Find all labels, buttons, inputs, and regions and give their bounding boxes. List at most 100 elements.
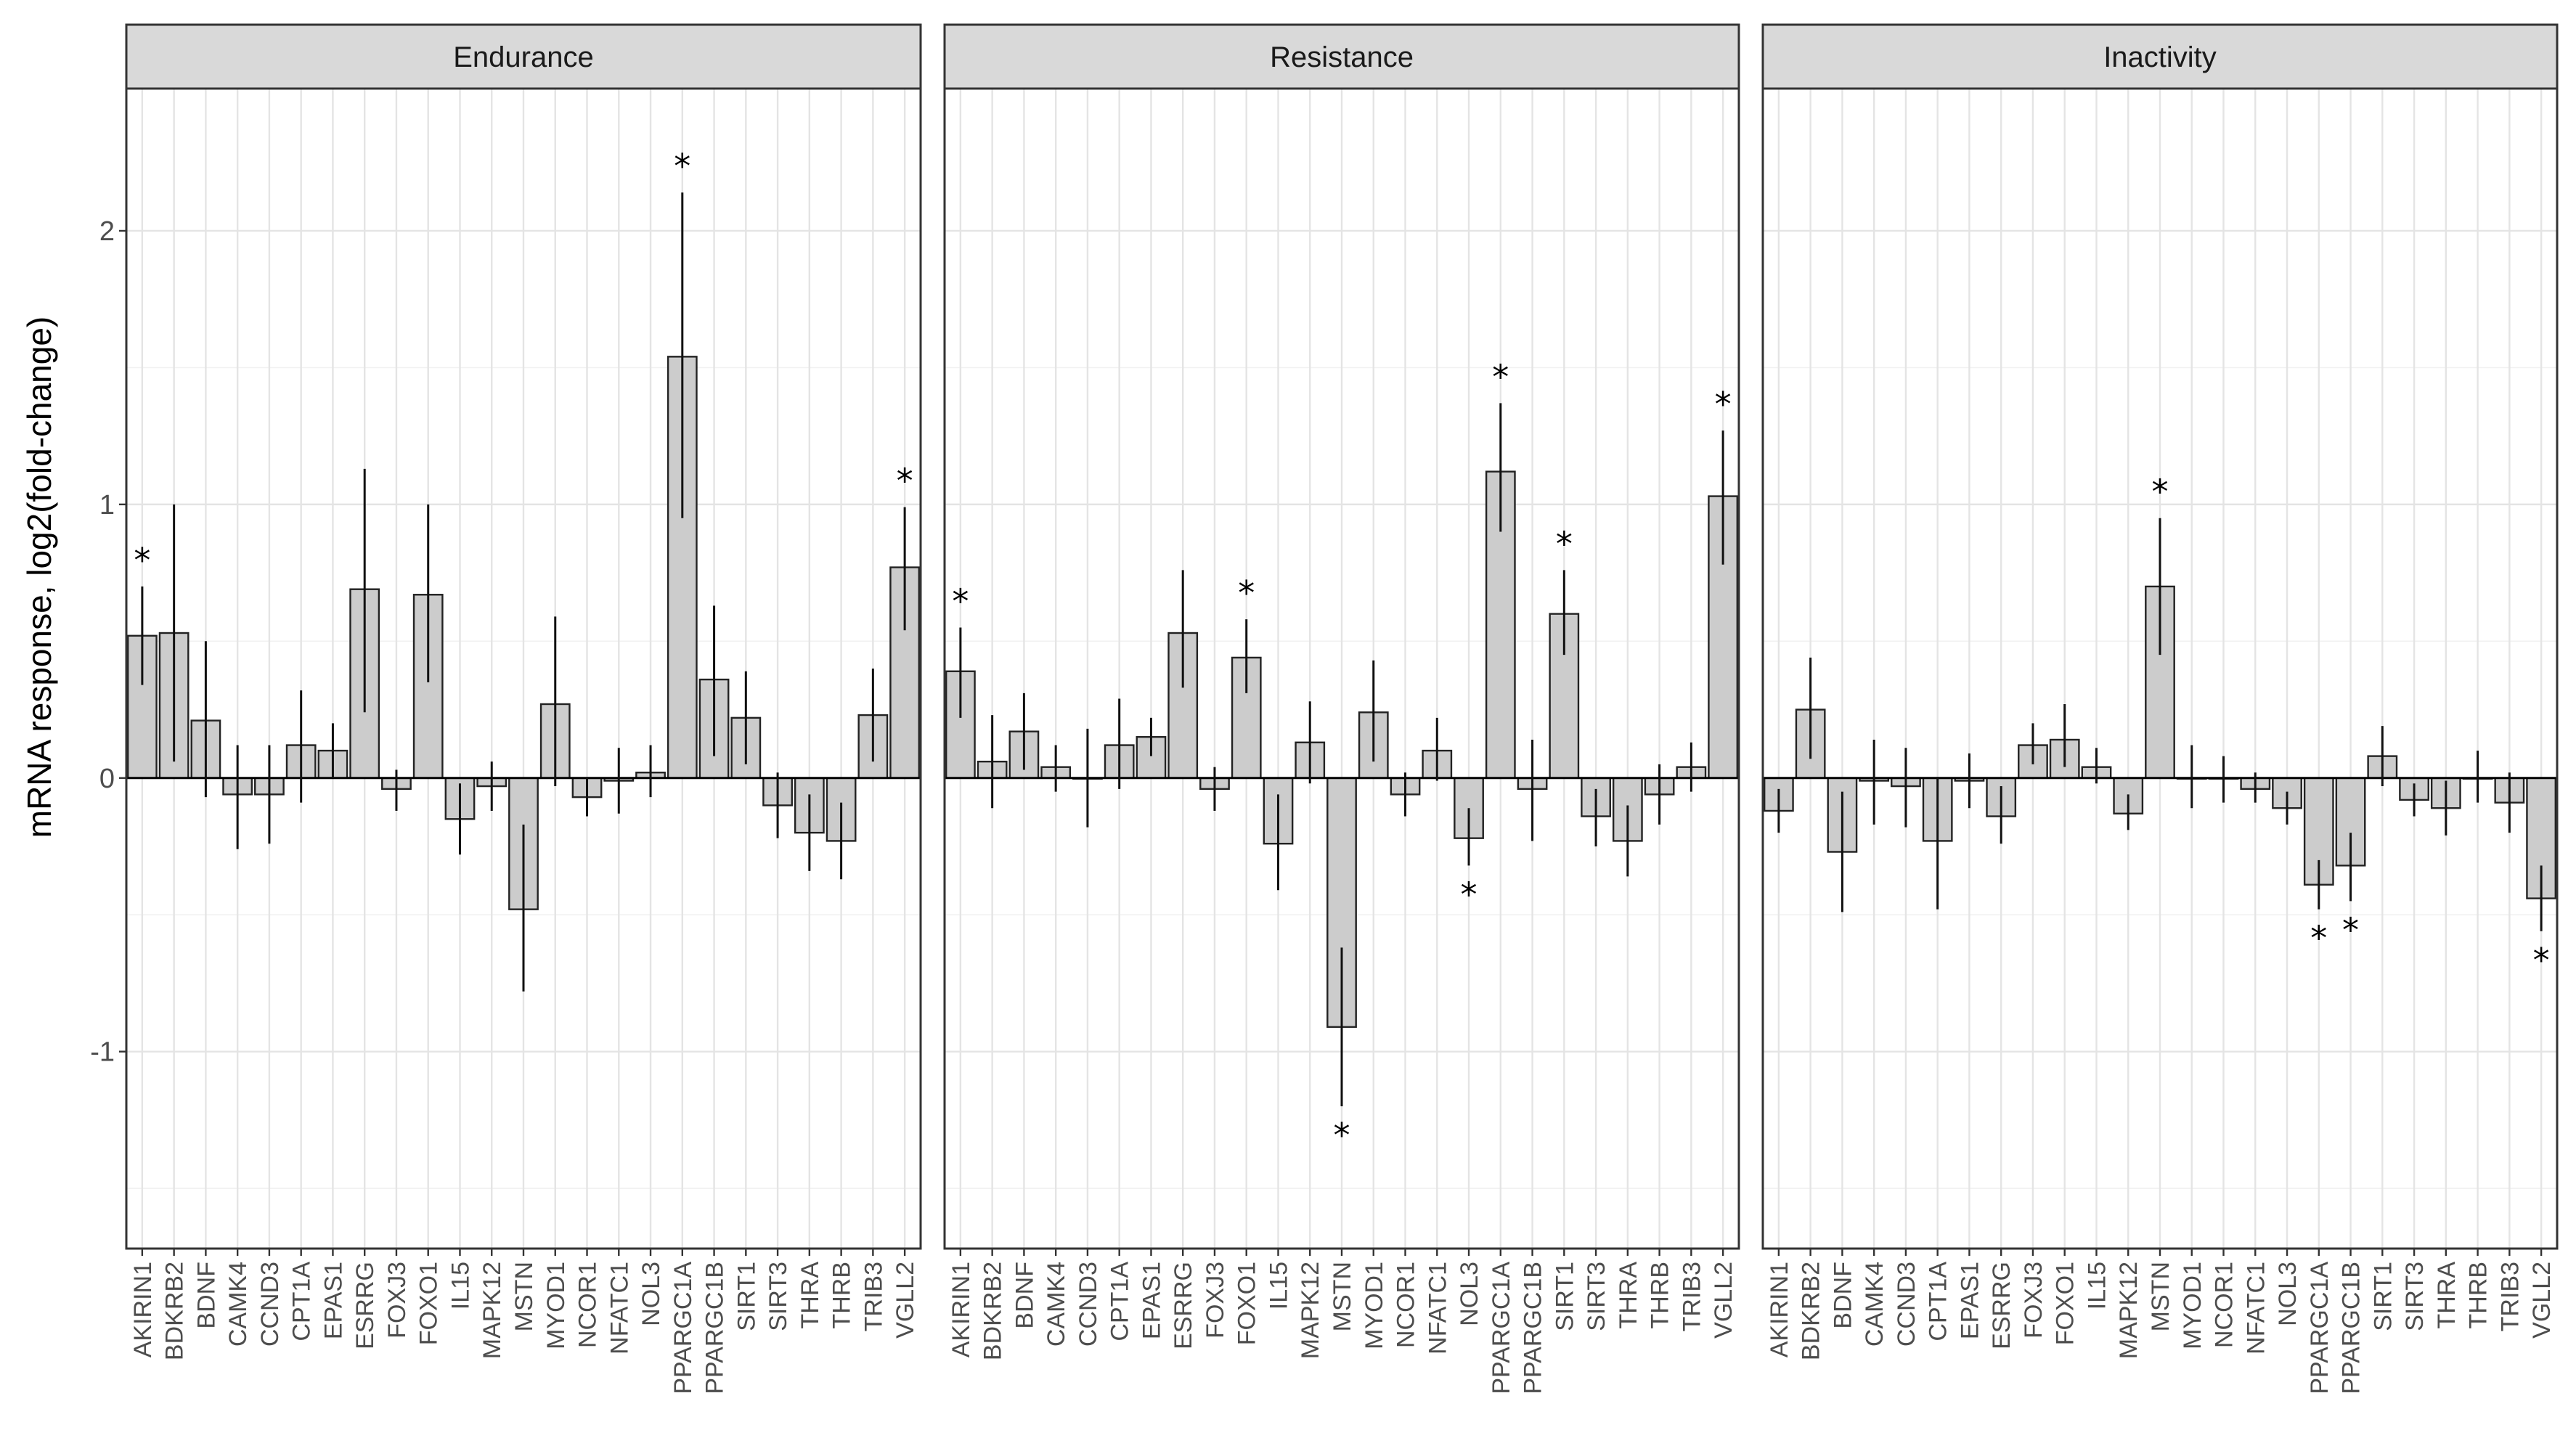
x-tick-label: CCND3 bbox=[1075, 1262, 1102, 1347]
x-tick-label: NCOR1 bbox=[1393, 1262, 1420, 1348]
significance-star-akirin1: * bbox=[952, 581, 969, 621]
x-tick-label: CPT1A bbox=[1106, 1262, 1134, 1341]
x-tick-label: CCND3 bbox=[256, 1262, 284, 1347]
significance-star-foxo1: * bbox=[1238, 573, 1255, 613]
facet-title: Inactivity bbox=[2103, 41, 2217, 73]
panel-endurance: * * * Endurance AKIRIN1 BDKRB2 BDNF CAMK4 CCND3 C… bbox=[90, 23, 922, 1394]
x-tick-label: MAPK12 bbox=[2115, 1262, 2143, 1359]
x-tick-label: CCND3 bbox=[1893, 1262, 1920, 1347]
x-tick-label: NCOR1 bbox=[574, 1262, 602, 1348]
x-tick-label: THRB bbox=[828, 1262, 856, 1329]
x-tick-label: BDNF bbox=[1011, 1262, 1038, 1329]
x-tick-label: SIRT1 bbox=[1551, 1262, 1578, 1331]
x-tick-label: MSTN bbox=[510, 1262, 538, 1331]
facet-strip bbox=[125, 23, 922, 90]
x-tick-label: BDNF bbox=[192, 1262, 220, 1329]
x-tick-label: FOXO1 bbox=[415, 1262, 443, 1345]
significance-star-akirin1: * bbox=[134, 541, 150, 580]
x-tick-label: AKIRIN1 bbox=[129, 1262, 157, 1357]
x-tick-label: FOXJ3 bbox=[2020, 1262, 2047, 1339]
x-tick-label: ESRRG bbox=[1988, 1262, 2015, 1349]
x-tick-label: ESRRG bbox=[1170, 1262, 1197, 1349]
x-tick-label: FOXO1 bbox=[1234, 1262, 1261, 1345]
significance-star-ppargc1b: * bbox=[2342, 910, 2359, 949]
panel-inactivity: * * * * Inactivity AKIRIN1 BDKRB2 BDNF CAMK4 CCND… bbox=[1761, 23, 2559, 1394]
x-tick-label: NFATC1 bbox=[2242, 1262, 2270, 1355]
x-tick-label: PPARGC1A bbox=[1488, 1262, 1515, 1394]
facet-title: Resistance bbox=[1270, 41, 1414, 73]
x-tick-label: ESRRG bbox=[351, 1262, 379, 1349]
x-tick-label: IL15 bbox=[1265, 1262, 1292, 1310]
x-tick-label: BDNF bbox=[1829, 1262, 1856, 1329]
y-tick-label: 0 bbox=[99, 764, 115, 794]
x-tick-label: THRB bbox=[2465, 1262, 2493, 1329]
significance-star-vgll2: * bbox=[1715, 385, 1732, 424]
x-tick-label: IL15 bbox=[2083, 1262, 2111, 1310]
x-tick-label: PPARGC1B bbox=[1520, 1262, 1547, 1394]
significance-star-ppargc1a: * bbox=[1492, 357, 1509, 396]
x-tick-label: PPARGC1B bbox=[701, 1262, 729, 1394]
x-tick-label: THRA bbox=[2433, 1262, 2461, 1329]
x-tick-label: FOXJ3 bbox=[1202, 1262, 1229, 1339]
x-tick-label: FOXO1 bbox=[2052, 1262, 2079, 1345]
x-tick-label: TRIB3 bbox=[1678, 1262, 1705, 1331]
significance-star-mstn: * bbox=[2152, 473, 2169, 512]
x-tick-label: MSTN bbox=[2147, 1262, 2174, 1331]
x-tick-label: AKIRIN1 bbox=[1766, 1262, 1793, 1357]
x-tick-label: CAMK4 bbox=[1043, 1262, 1070, 1347]
x-tick-label: MYOD1 bbox=[1361, 1262, 1388, 1349]
x-tick-label: TRIB3 bbox=[860, 1262, 887, 1331]
facet-strip bbox=[1761, 23, 2559, 90]
x-tick-label: MYOD1 bbox=[542, 1262, 570, 1349]
x-tick-label: SIRT3 bbox=[1583, 1262, 1610, 1331]
significance-star-nol3: * bbox=[1461, 875, 1477, 914]
x-tick-label: BDKRB2 bbox=[161, 1262, 189, 1360]
y-tick-label: 2 bbox=[99, 216, 115, 247]
x-tick-label: CPT1A bbox=[288, 1262, 316, 1341]
significance-star-ppargc1a: * bbox=[2310, 919, 2327, 958]
x-tick-label: SIRT1 bbox=[2369, 1262, 2397, 1331]
x-tick-label: MYOD1 bbox=[2179, 1262, 2206, 1349]
x-tick-label: MAPK12 bbox=[478, 1262, 506, 1359]
significance-star-vgll2: * bbox=[897, 462, 913, 501]
x-tick-label: VGLL2 bbox=[1710, 1262, 1737, 1339]
x-tick-label: SIRT3 bbox=[765, 1262, 792, 1331]
y-tick-label: -1 bbox=[90, 1037, 115, 1068]
x-tick-label: EPAS1 bbox=[1956, 1262, 1984, 1339]
x-tick-label: VGLL2 bbox=[2528, 1262, 2556, 1339]
x-tick-label: FOXJ3 bbox=[383, 1262, 411, 1339]
y-tick-label: 1 bbox=[99, 490, 115, 520]
x-tick-label: PPARGC1B bbox=[2338, 1262, 2365, 1394]
x-tick-label: VGLL2 bbox=[892, 1262, 919, 1339]
x-tick-label: EPAS1 bbox=[1138, 1262, 1165, 1339]
x-tick-label: CPT1A bbox=[1925, 1262, 1952, 1341]
x-tick-label: IL15 bbox=[447, 1262, 474, 1310]
significance-star-mstn: * bbox=[1334, 1116, 1350, 1155]
x-tick-label: CAMK4 bbox=[1861, 1262, 1888, 1347]
significance-star-vgll2: * bbox=[2533, 941, 2550, 980]
x-tick-label: PPARGC1A bbox=[669, 1262, 697, 1394]
x-tick-label: SIRT1 bbox=[733, 1262, 760, 1331]
x-tick-label: NOL3 bbox=[2274, 1262, 2302, 1326]
x-tick-label: MSTN bbox=[1329, 1262, 1356, 1331]
x-tick-label: THRA bbox=[1615, 1262, 1642, 1329]
facet-strip bbox=[943, 23, 1740, 90]
significance-star-ppargc1a: * bbox=[674, 147, 690, 186]
x-tick-label: MAPK12 bbox=[1297, 1262, 1324, 1359]
x-tick-label: BDKRB2 bbox=[979, 1262, 1007, 1360]
y-axis-label: mRNA response, log2(fold-change) bbox=[20, 316, 58, 838]
x-tick-label: NCOR1 bbox=[2211, 1262, 2238, 1348]
x-tick-label: AKIRIN1 bbox=[947, 1262, 975, 1357]
facet-title: Endurance bbox=[453, 41, 593, 73]
x-tick-label: CAMK4 bbox=[224, 1262, 252, 1347]
x-tick-label: EPAS1 bbox=[319, 1262, 347, 1339]
x-tick-label: THRB bbox=[1647, 1262, 1674, 1329]
x-tick-label: NOL3 bbox=[637, 1262, 665, 1326]
x-tick-label: SIRT3 bbox=[2401, 1262, 2429, 1331]
x-tick-label: NFATC1 bbox=[606, 1262, 633, 1355]
x-tick-label: NOL3 bbox=[1456, 1262, 1483, 1326]
x-tick-label: NFATC1 bbox=[1424, 1262, 1451, 1355]
